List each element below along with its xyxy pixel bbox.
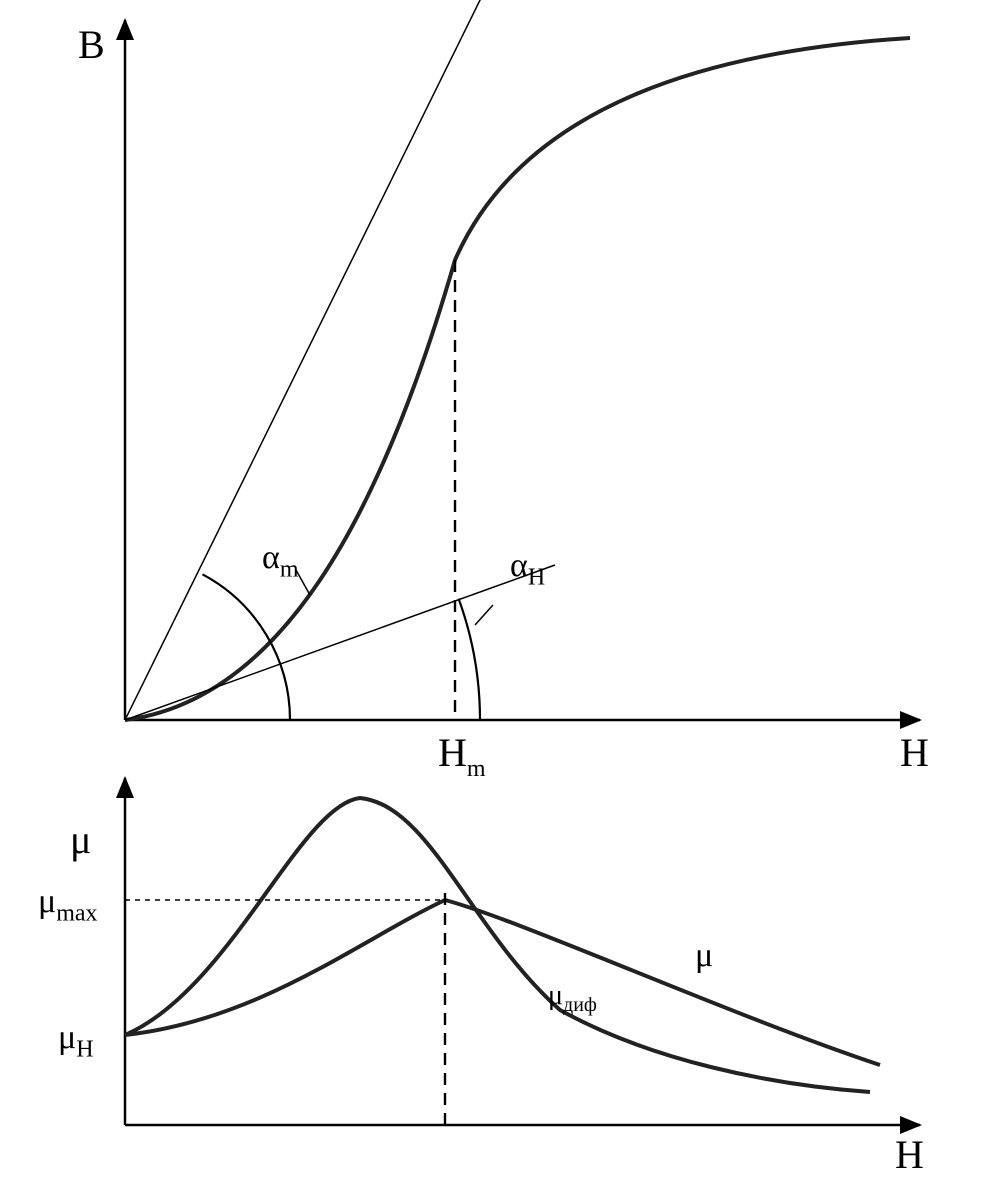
label-mu-max: μmax xyxy=(38,883,98,927)
axis-label-B: B xyxy=(78,22,105,67)
label-alpha-H: αH xyxy=(510,547,545,591)
label-alpha-m: αm xyxy=(262,539,299,583)
mu-curve xyxy=(125,900,880,1065)
label-mu-H: μH xyxy=(58,1019,94,1063)
tangent-alpha-m xyxy=(125,0,485,720)
label-mu-diff: μдиф xyxy=(548,980,597,1016)
angle-arc-alpha-H xyxy=(459,599,480,720)
label-Hm: Hm xyxy=(438,730,486,782)
axis-label-H-bottom: H xyxy=(895,1132,924,1177)
axis-label-H-top: H xyxy=(900,730,929,775)
angle-arc-alpha-m xyxy=(202,574,290,720)
magnetization-curve xyxy=(125,38,910,720)
label-mu: μ xyxy=(695,937,713,974)
mu-diff-curve xyxy=(125,798,870,1092)
axis-label-mu: μ xyxy=(70,817,91,862)
